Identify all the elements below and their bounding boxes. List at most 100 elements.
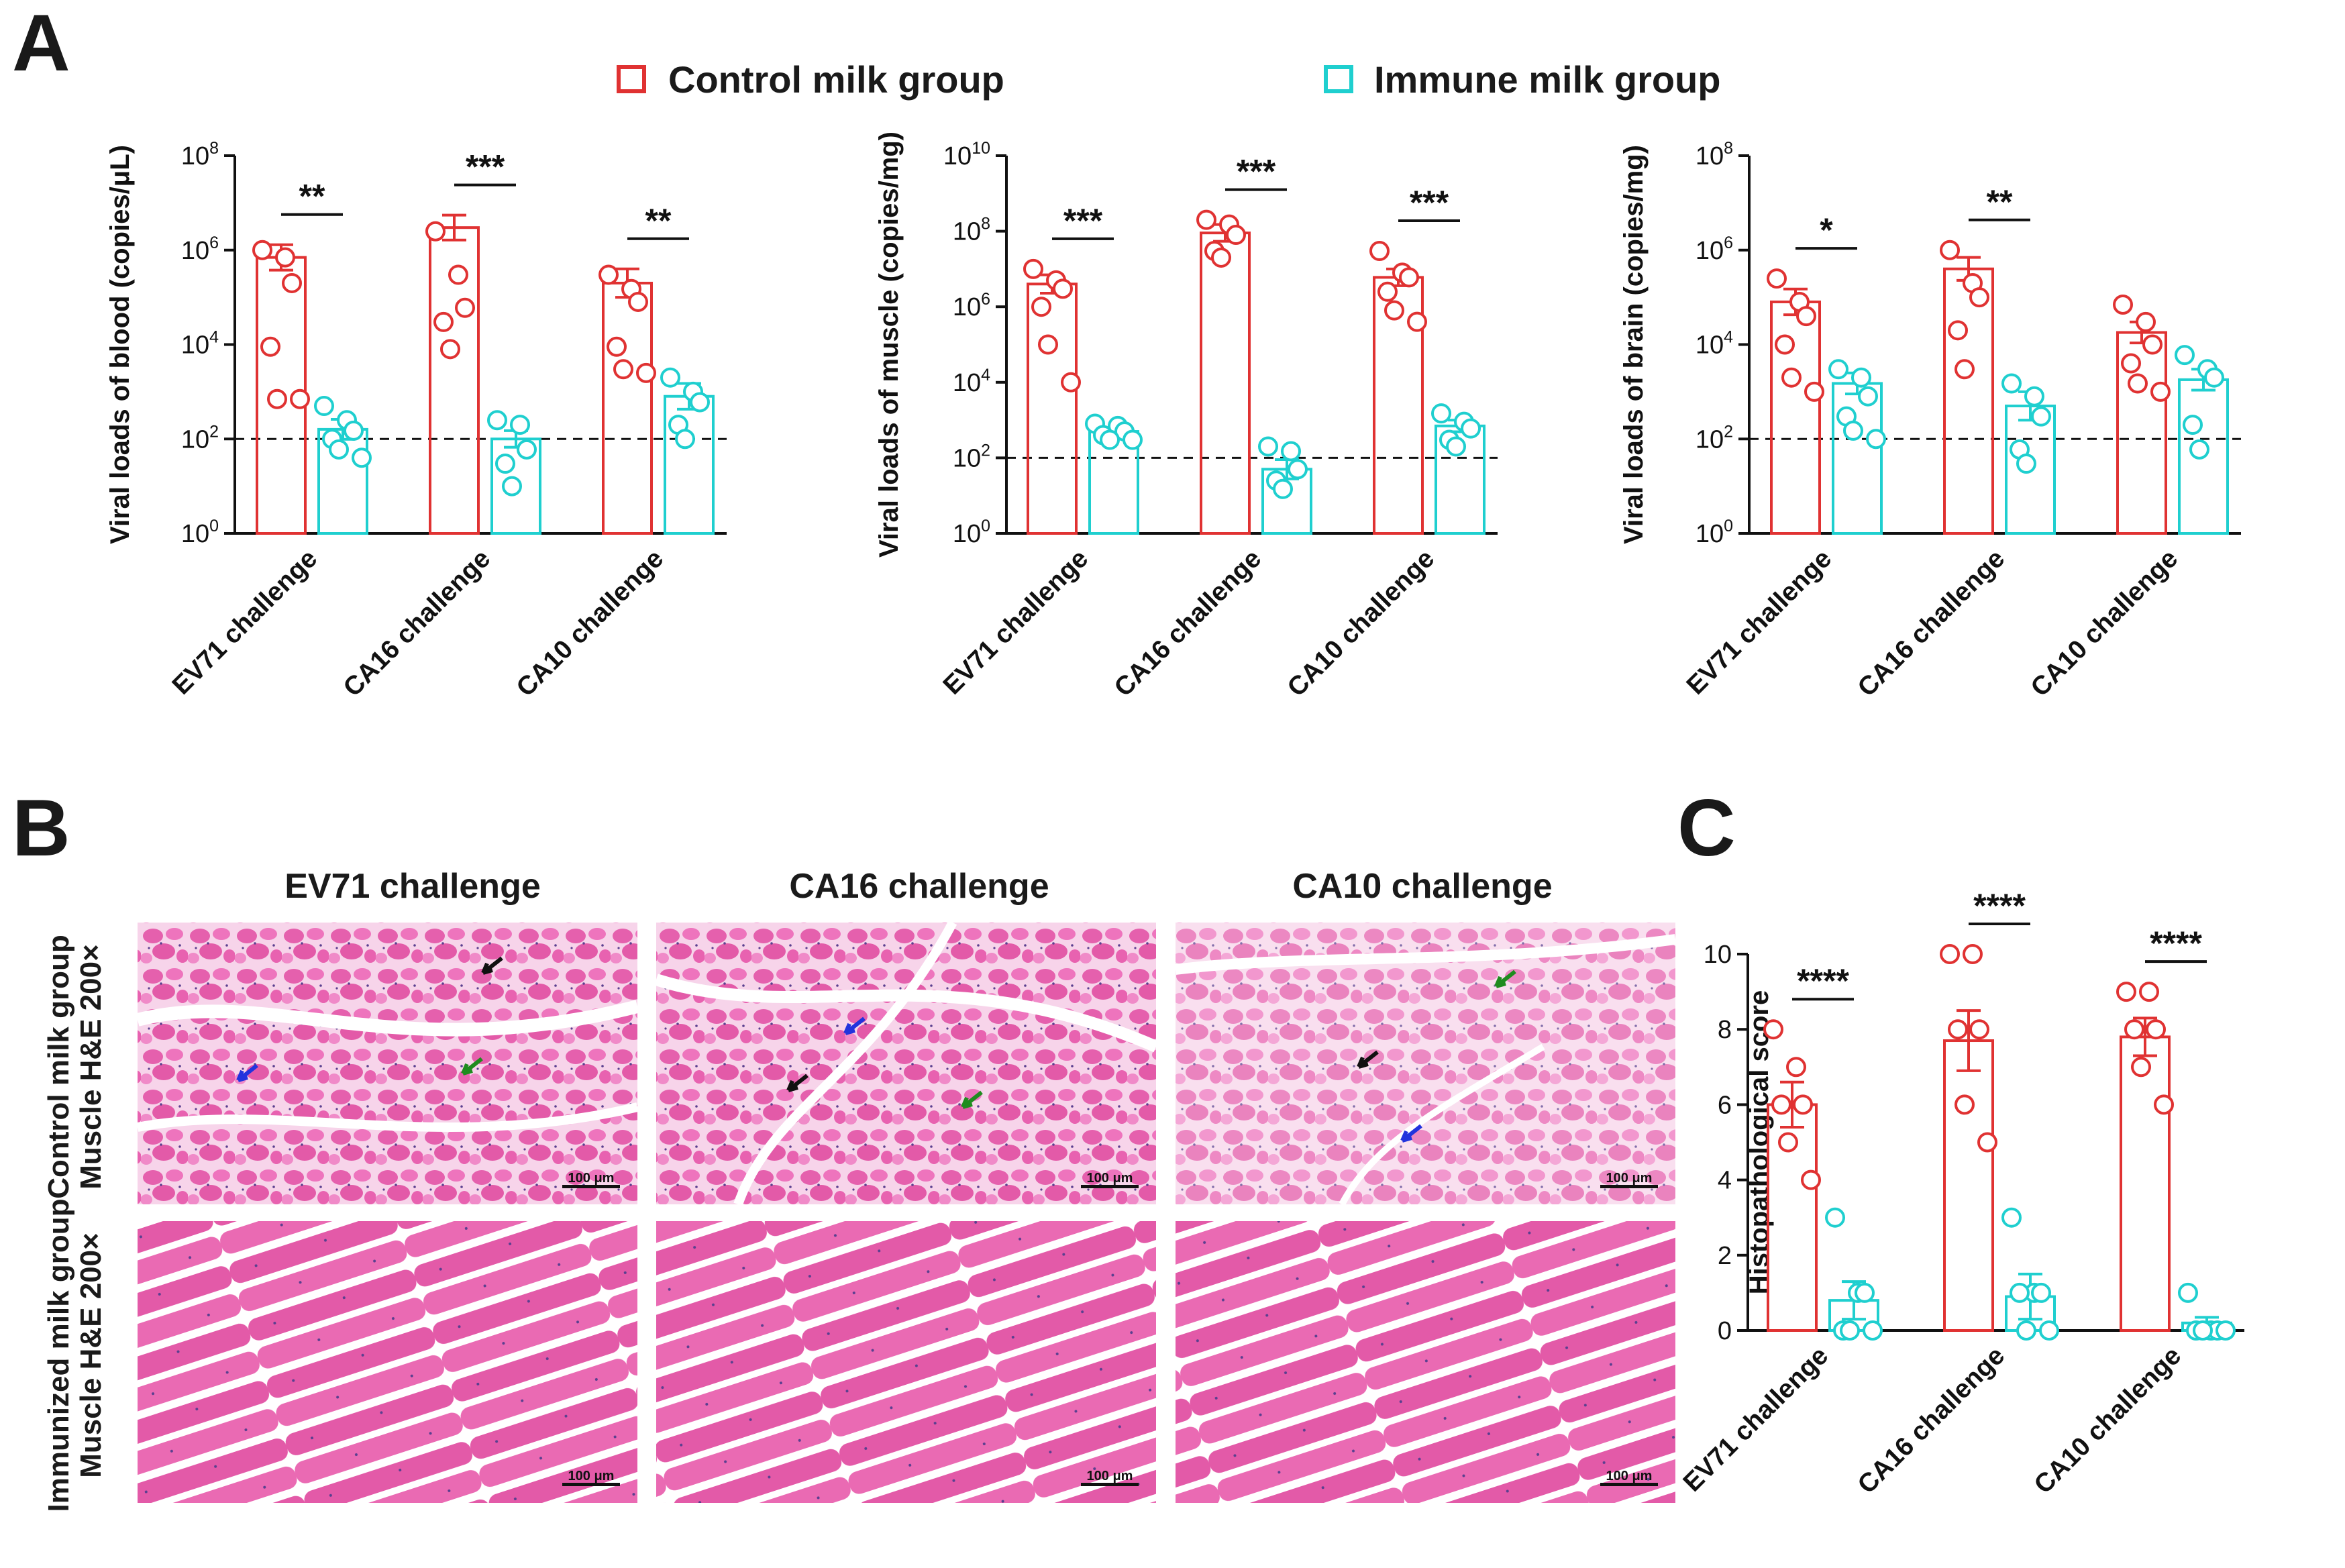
bar	[1200, 231, 1251, 535]
data-point	[2016, 1320, 2036, 1341]
data-point	[1775, 334, 1795, 355]
data-point	[1969, 287, 1989, 308]
y-tick-label: 106	[1696, 233, 1733, 265]
data-point	[329, 439, 349, 460]
data-point	[440, 339, 460, 360]
data-point	[1377, 281, 1398, 302]
data-point	[1843, 420, 1863, 441]
x-category-label: EV71 challenge	[1678, 1341, 1834, 1498]
bar	[2120, 1035, 2171, 1332]
data-point	[1407, 311, 1427, 332]
data-point	[2031, 406, 2051, 427]
y-tick-label: 104	[1696, 328, 1733, 360]
data-point	[2150, 381, 2171, 402]
y-tick-label: 100	[181, 517, 219, 548]
data-point	[636, 362, 656, 383]
data-point	[2010, 1282, 2030, 1303]
histology-row-sublabel: Muscle H&E 200×	[74, 944, 107, 1190]
data-point	[1866, 429, 1886, 450]
data-point	[2139, 982, 2159, 1002]
data-point	[433, 311, 454, 332]
y-tick-label: 6	[1718, 1091, 1732, 1119]
data-point	[1023, 258, 1043, 279]
significance-label: *	[1820, 211, 1833, 249]
data-point	[2031, 1282, 2051, 1303]
y-tick-label: 1010	[943, 139, 990, 170]
y-tick-label: 102	[1696, 422, 1733, 454]
chart-blood: 100 102 104 106 108 Viral loads of blood (cop…	[105, 139, 727, 702]
data-point	[352, 448, 372, 468]
x-category-label: CA10 challenge	[1282, 544, 1441, 702]
data-point	[1804, 381, 1824, 402]
significance-label: ***	[1410, 184, 1449, 221]
y-tick-label: 104	[953, 366, 990, 397]
histology-col-title: CA10 challenge	[1292, 867, 1552, 906]
y-tick-label: 108	[1696, 139, 1733, 170]
data-point	[675, 429, 695, 450]
data-point	[1196, 209, 1216, 230]
data-point	[1031, 297, 1051, 317]
data-point	[1781, 367, 1802, 388]
data-point	[290, 388, 310, 409]
x-category-label: CA10 challenge	[2029, 1341, 2187, 1500]
y-tick-label: 104	[181, 328, 219, 360]
data-point	[1384, 300, 1404, 321]
legend-control-swatch	[617, 65, 646, 93]
data-point	[1771, 1094, 1791, 1115]
data-point	[495, 454, 515, 474]
data-point	[455, 297, 475, 318]
x-category-label: EV71 challenge	[1681, 544, 1838, 700]
data-point	[282, 272, 302, 293]
scale-bar-label: 100 μm	[568, 1469, 615, 1483]
data-point	[660, 367, 680, 388]
histology-col-title: EV71 challenge	[284, 867, 541, 906]
data-point	[1281, 441, 1301, 462]
data-point	[1053, 278, 1073, 299]
y-axis-label: Viral loads of blood (copies/μL)	[105, 145, 135, 544]
data-point	[344, 420, 364, 441]
x-category-label: CA16 challenge	[1109, 544, 1267, 702]
y-tick-label: 100	[953, 517, 990, 548]
legend-immune-label: Immune milk group	[1374, 58, 1721, 101]
histology-image-immune-ca16: 100 μm	[656, 1221, 1156, 1503]
data-point	[1948, 320, 1968, 341]
panel-label-b: B	[12, 783, 70, 873]
data-point	[1828, 359, 1848, 380]
data-point	[502, 476, 522, 496]
significance-label: ***	[466, 148, 505, 186]
significance-label: ****	[1797, 962, 1849, 1000]
data-point	[1840, 1320, 1860, 1341]
data-point	[2175, 345, 2195, 366]
data-point	[2193, 1320, 2213, 1341]
data-point	[1038, 334, 1058, 355]
data-point	[1446, 436, 1466, 457]
data-point	[2124, 1019, 2144, 1040]
bar	[1943, 267, 1994, 535]
panel-label-a: A	[12, 0, 70, 88]
x-category-label: CA10 challenge	[511, 544, 670, 702]
data-point	[2131, 1057, 2151, 1078]
y-tick-label: 8	[1718, 1016, 1732, 1044]
scale-bar-label: 100 μm	[1606, 1469, 1653, 1483]
significance-label: ****	[1973, 887, 2026, 925]
data-point	[2024, 386, 2044, 407]
histology-row-sublabel: Muscle H&E 200×	[74, 1233, 107, 1478]
histology-image-immune-ca10: 100 μm	[1176, 1221, 1675, 1503]
data-point	[598, 264, 619, 285]
data-point	[2142, 334, 2162, 355]
data-point	[607, 336, 627, 357]
y-axis-label: Viral loads of brain (copies/mg)	[1619, 145, 1649, 544]
scale-bar-label: 100 μm	[1087, 1469, 1133, 1483]
data-point	[1955, 359, 1975, 380]
data-point	[1963, 944, 1983, 964]
y-tick-label: 108	[181, 139, 219, 170]
data-point	[2146, 1019, 2166, 1040]
data-point	[1851, 367, 1871, 388]
data-point	[2189, 439, 2209, 460]
histology-row-label: Control milk group	[42, 935, 75, 1199]
x-category-label: CA16 challenge	[1853, 544, 2011, 702]
data-point	[1288, 459, 1308, 480]
y-tick-label: 102	[181, 422, 219, 454]
